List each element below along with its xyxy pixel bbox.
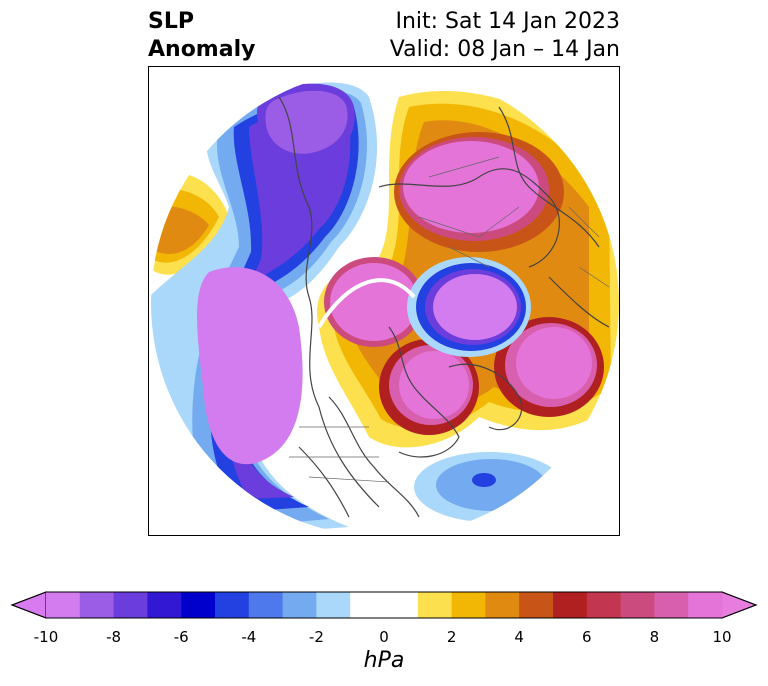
colorbar-segment	[384, 592, 419, 618]
colorbar-tick-label: 10	[712, 628, 732, 646]
colorbar-segment	[688, 592, 723, 618]
colorbar-segment	[113, 592, 148, 618]
colorbar-segment	[350, 592, 385, 618]
title-anomaly: Anomaly	[148, 37, 256, 62]
polar-map	[151, 69, 619, 535]
colorbar-segment	[147, 592, 182, 618]
colorbar-extend-low	[10, 591, 47, 619]
colorbar-segment	[620, 592, 655, 618]
plot-title-right: Init: Sat 14 Jan 2023 Valid: 08 Jan – 14…	[390, 8, 620, 64]
coastlines	[278, 96, 610, 518]
colorbar-tick-label: -4	[241, 628, 257, 646]
colorbar-segment	[46, 592, 81, 618]
negative-center-atlantic	[472, 473, 496, 487]
colorbar-tick-label: 6	[582, 628, 592, 646]
colorbar-tick-label: -8	[106, 628, 122, 646]
positive-center-siberia	[403, 141, 539, 233]
colorbar-unit-label: hPa	[363, 648, 405, 673]
colorbar-tick-label: -6	[173, 628, 189, 646]
positive-center-europe	[516, 327, 592, 399]
colorbar-segment	[316, 592, 351, 618]
negative-center-kara-sea	[433, 274, 517, 340]
negative-center-alaska	[265, 90, 348, 154]
colorbar-tick-label: 8	[649, 628, 660, 646]
colorbar-tick-label: 0	[379, 628, 389, 646]
colorbar-tick-label: 4	[514, 628, 524, 646]
colorbar-tick-label: -2	[308, 628, 324, 646]
colorbar-outline	[10, 591, 758, 619]
colorbar	[10, 591, 758, 619]
colorbar-segment	[181, 592, 216, 618]
valid-range: Valid: 08 Jan – 14 Jan	[389, 37, 620, 62]
colorbar-segment	[79, 592, 115, 618]
colorbar-segment	[248, 592, 284, 618]
title-slp: SLP	[148, 9, 194, 34]
colorbar-segment	[586, 592, 622, 618]
colorbar-segment	[553, 592, 588, 618]
colorbar-segment	[215, 592, 250, 618]
colorbar-segment	[451, 592, 486, 618]
borders	[289, 156, 610, 483]
negative-center-north-pacific	[197, 267, 303, 465]
init-date: Init: Sat 14 Jan 2023	[395, 9, 620, 34]
colorbar-extend-high	[721, 591, 758, 619]
colorbar-segment	[417, 592, 453, 618]
colorbar-segment	[654, 592, 689, 618]
colorbar-segment	[282, 592, 317, 618]
positive-center-greenland	[399, 351, 469, 419]
colorbar-segment	[519, 592, 554, 618]
colorbar-tick-label: -10	[33, 628, 59, 646]
plot-title-left: SLP Anomaly	[148, 8, 255, 64]
map-panel	[148, 66, 620, 536]
colorbar-segment	[485, 592, 520, 618]
colorbar-tick-label: 2	[446, 628, 457, 646]
colorbar-ticks: -10 -8 -6 -4 -2 0 2 4 6 8 10	[0, 628, 768, 648]
positive-center-arctic	[330, 263, 418, 341]
